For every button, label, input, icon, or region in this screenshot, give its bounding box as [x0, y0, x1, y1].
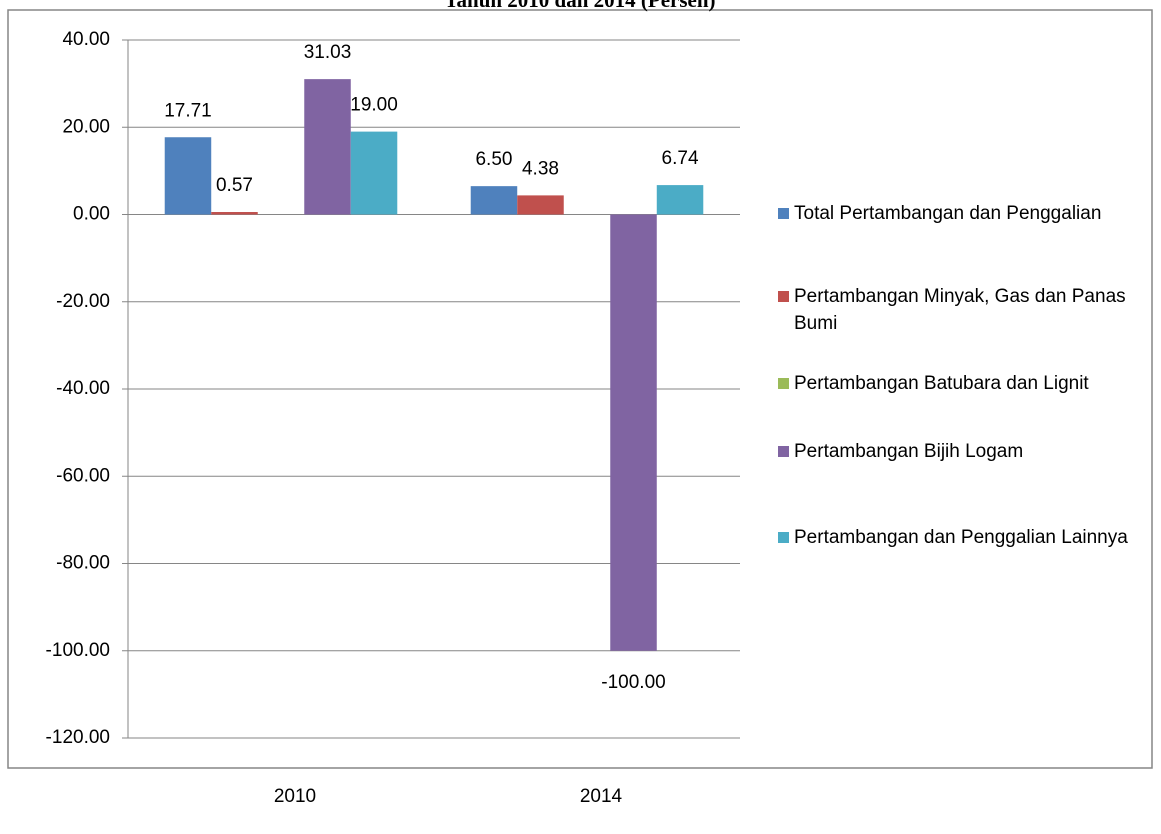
legend-swatch [778, 208, 789, 219]
data-label: 31.03 [304, 42, 352, 63]
legend-swatch [778, 378, 789, 389]
x-tick-label: 2010 [274, 786, 316, 807]
y-tick-label: -100.00 [46, 640, 110, 661]
y-tick-label: -120.00 [46, 727, 110, 748]
y-tick-label: -80.00 [56, 553, 110, 574]
legend-item: Pertambangan Batubara dan Lignit [778, 370, 1138, 397]
legend-label: Pertambangan Bijih Logam [794, 441, 1024, 462]
data-label: 6.50 [475, 149, 512, 170]
bar [164, 137, 212, 215]
bar [517, 195, 564, 215]
legend-item: Pertambangan Bijih Logam [778, 438, 1138, 465]
bar [211, 212, 258, 215]
data-label: -100.00 [601, 672, 665, 693]
legend-item: Pertambangan Minyak, Gas dan Panas Bumi [778, 283, 1138, 337]
y-tick-label: -20.00 [56, 291, 110, 312]
legend-swatch [778, 291, 789, 302]
bar [350, 131, 398, 215]
legend-item: Total Pertambangan dan Penggalian [778, 200, 1138, 227]
data-label: 19.00 [350, 95, 398, 116]
bar [656, 185, 704, 215]
chart-title: Tahun 2010 dan 2014 (Persen) [444, 0, 715, 12]
bar [304, 79, 351, 215]
data-label: 6.74 [662, 148, 699, 169]
y-tick-label: 0.00 [73, 204, 110, 225]
legend-swatch [778, 446, 789, 457]
data-label: 0.57 [216, 175, 253, 196]
y-tick-label: 20.00 [62, 116, 110, 137]
legend-label: Pertambangan Minyak, Gas dan Panas Bumi [794, 286, 1126, 334]
x-tick-label: 2014 [580, 786, 623, 807]
data-label: 17.71 [164, 100, 212, 121]
y-tick-label: 40.00 [62, 29, 110, 50]
bar [610, 214, 657, 651]
y-tick-label: -60.00 [56, 465, 110, 486]
data-label: 4.38 [522, 158, 559, 179]
legend-item: Pertambangan dan Penggalian Lainnya [778, 524, 1138, 551]
legend-label: Total Pertambangan dan Penggalian [794, 203, 1102, 224]
y-tick-label: -40.00 [56, 378, 110, 399]
legend-swatch [778, 532, 789, 543]
bar [470, 186, 518, 215]
legend-label: Pertambangan dan Penggalian Lainnya [794, 527, 1128, 548]
legend-label: Pertambangan Batubara dan Lignit [794, 373, 1089, 394]
chart-border [7, 9, 1153, 769]
